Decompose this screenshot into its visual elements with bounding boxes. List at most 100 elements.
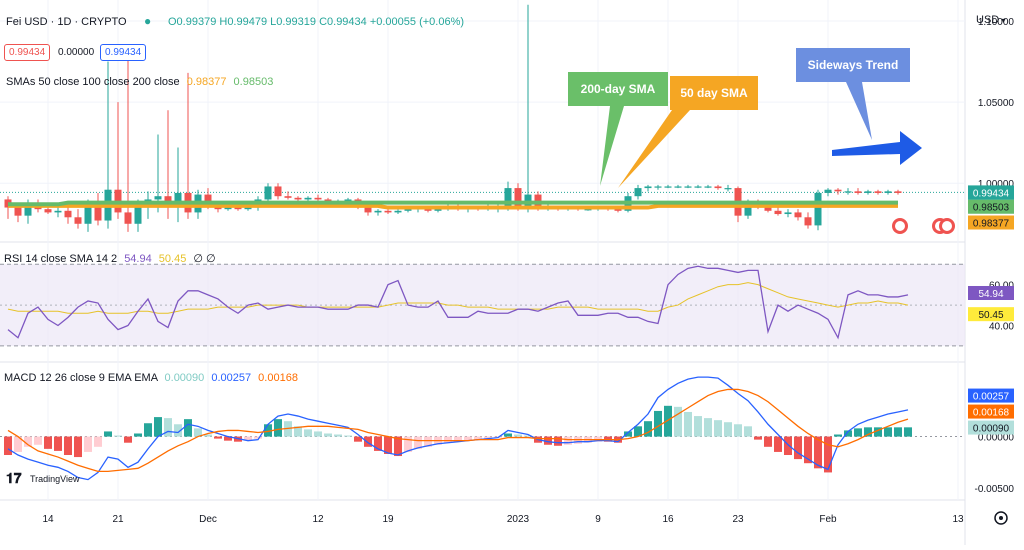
sma200-callout-text: 200-day SMA: [581, 82, 656, 96]
candle-body: [284, 196, 292, 198]
macd-histogram-bar: [34, 436, 42, 445]
trend-arrow: [832, 131, 922, 165]
macd-histogram-bar: [404, 436, 412, 452]
candle-body: [234, 207, 242, 210]
symbol-title[interactable]: Fei USD · 1D · CRYPTO: [6, 16, 127, 28]
macd-histogram-bar: [14, 436, 22, 452]
signal-value-label-bg: [968, 404, 1014, 419]
macd-histogram-bar: [764, 436, 772, 447]
candle-body: [584, 209, 592, 211]
candle-body: [634, 188, 642, 197]
rsi-legend[interactable]: RSI 14 close SMA 14 2 54.94 50.45 ∅ ∅: [4, 252, 216, 265]
macd-histogram-bar: [354, 436, 362, 442]
macd-histogram-bar: [654, 410, 662, 437]
macd-axis-tick: -0.00500: [975, 484, 1015, 495]
price-axis-tick: 1.05000: [978, 98, 1015, 109]
candle-body: [14, 207, 22, 216]
macd-histogram-bar: [904, 427, 912, 437]
macd-histogram-bar: [154, 417, 162, 437]
macd-histogram-bar: [54, 436, 62, 451]
macd-histogram-bar: [394, 436, 402, 457]
trend-callout-text: Sideways Trend: [808, 58, 899, 72]
macd-histogram-bar: [254, 436, 262, 439]
macd-histogram-bar: [894, 427, 902, 437]
macd-axis-tick: 0.00000: [978, 433, 1015, 444]
candle-body: [264, 186, 272, 200]
macd-histogram-bar: [444, 436, 452, 443]
rsi-axis-tick: 40.00: [989, 322, 1014, 333]
macd-histogram-bar: [684, 411, 692, 437]
sma50-price-label: 0.98377: [973, 218, 1010, 229]
macd-histogram-bar: [184, 419, 192, 437]
macd-histogram-bar: [464, 436, 472, 441]
sma200-price-label: 0.98503: [973, 203, 1010, 214]
last-price-label-bg: [968, 185, 1014, 200]
candle-body: [884, 191, 892, 193]
macd-histogram-bar: [384, 436, 392, 454]
sma-legend[interactable]: SMAs 50 close 100 close 200 close 0.9837…: [6, 76, 273, 88]
price-pane: [4, 4, 902, 232]
candle-body: [44, 209, 52, 213]
macd-histogram-bar: [834, 434, 842, 437]
candle-body: [704, 186, 712, 188]
candle-body: [664, 186, 672, 188]
macd-histogram-bar: [294, 426, 302, 437]
candle-body: [364, 207, 372, 213]
macd-legend-label: MACD 12 26 close 9 EMA EMA: [4, 372, 158, 384]
time-axis-tick: Dec: [199, 514, 217, 525]
status-dot-icon: ●: [144, 14, 152, 28]
price-axis: 1.100001.050001.0000060.0040.000.00000-0…: [968, 17, 1014, 495]
settings-gear-icon[interactable]: [994, 511, 1008, 525]
tradingview-logo: 𝟏𝟕 TradingView: [6, 470, 80, 486]
candle-body: [614, 209, 622, 211]
time-axis-tick: 23: [732, 514, 744, 525]
macd-histogram-bar: [504, 433, 512, 437]
macd-histogram-bar: [424, 436, 432, 447]
macd-histogram-bar: [554, 436, 562, 446]
macd-histogram-bar: [794, 436, 802, 460]
macd-histogram-bar: [24, 436, 32, 447]
sma200-callout: 200-day SMA: [568, 72, 668, 186]
time-axis-tick: 19: [382, 514, 394, 525]
chevron-down-icon: ▾: [999, 16, 1006, 25]
sma-legend-label: SMAs 50 close 100 close 200 close: [6, 76, 180, 88]
macd-histogram-bar: [634, 426, 642, 437]
candle-body: [374, 210, 382, 213]
candle-body: [644, 186, 652, 189]
candle-body: [804, 217, 812, 226]
candle-body: [134, 204, 142, 224]
candle-body: [514, 188, 522, 208]
ask-price[interactable]: 0.99434: [100, 44, 147, 61]
macd-legend-v2: 0.00257: [211, 372, 252, 384]
bid-price[interactable]: 0.99434: [4, 44, 51, 61]
price-axis-tick: 1.00000: [978, 179, 1015, 190]
hist-value-label-bg: [968, 420, 1014, 435]
macd-histogram-bar: [64, 436, 72, 456]
candle-body: [274, 186, 282, 197]
macd-legend[interactable]: MACD 12 26 close 9 EMA EMA 0.00090 0.002…: [4, 372, 298, 384]
flag-icon[interactable]: [892, 218, 908, 234]
rsi-line: [7, 265, 909, 340]
macd-histogram-bar: [484, 436, 492, 439]
last-price-label: 0.99434: [973, 188, 1010, 199]
macd-histogram-bar: [844, 430, 852, 437]
sma-legend-v1: 0.98377: [186, 76, 227, 88]
candle-body: [294, 197, 302, 200]
currency-selector[interactable]: USD ▾: [976, 14, 1005, 26]
macd-legend-v3: 0.00168: [258, 372, 298, 384]
macd-legend-v1: 0.00090: [164, 372, 205, 384]
macd-histogram-bar: [104, 431, 112, 437]
candle-body: [94, 204, 102, 221]
macd-histogram-bar: [344, 435, 352, 437]
candle-body: [154, 196, 162, 200]
macd-histogram-bar: [334, 434, 342, 437]
macd-histogram-bar: [744, 426, 752, 437]
candle-body: [864, 191, 872, 193]
flag-icon[interactable]: [939, 218, 955, 234]
candle-body: [204, 194, 212, 206]
macd-signal-line: [7, 388, 909, 473]
macd-histogram-bar: [644, 421, 652, 437]
time-axis-tick: 14: [42, 514, 54, 525]
